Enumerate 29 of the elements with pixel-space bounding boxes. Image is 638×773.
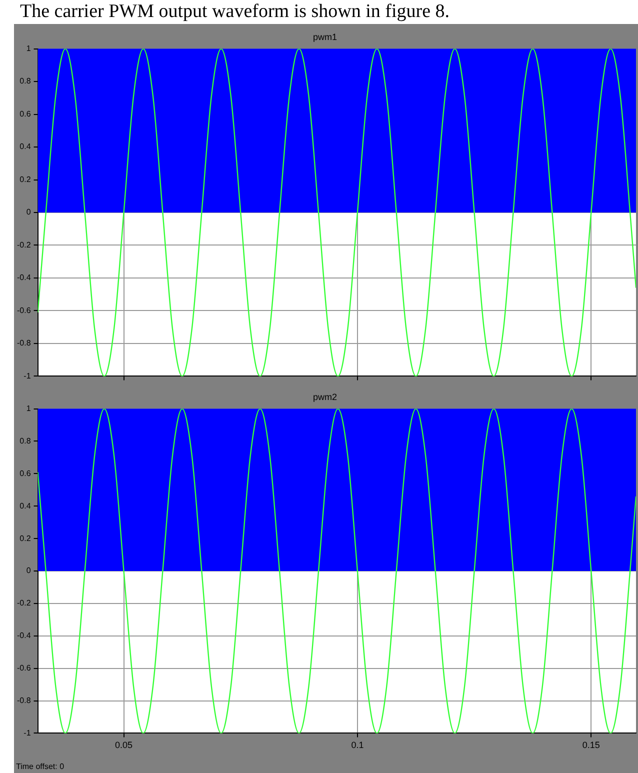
y-tick-label: 0.4 [20,142,32,152]
y-tick-label: -0.6 [16,306,32,315]
text: Time offset: 0 [16,762,64,771]
y-tick-label: 0.8 [20,76,32,86]
y-tick-label: 1 [26,44,32,54]
x-tick-label: 0.15 [582,740,600,750]
y-tick-label: 1 [26,404,32,414]
y-tick-label: 0.2 [20,174,32,184]
y-tick-label: -0.4 [16,631,32,640]
y-tick-label: -0.2 [16,240,32,250]
y-tick-label: -0.8 [16,696,32,705]
y-tick-label: -1 [24,728,32,738]
y-tick-label: -0.6 [16,664,32,673]
chart-title: pwm2 [312,392,338,402]
y-tick-label: 0 [26,566,32,576]
y-tick-label: 0.6 [20,468,32,478]
y-tick-label: 0.6 [20,109,32,118]
y-tick-label: -1 [24,371,32,380]
y-tick-label: -0.2 [16,598,32,608]
y-tick-label: 0 [26,208,32,217]
y-tick-label: 0.4 [20,501,32,510]
y-tick-label: 0.8 [20,436,32,446]
x-tick-label: 0.05 [115,740,133,750]
y-tick-label: -0.4 [16,273,32,282]
y-tick-label: -0.8 [16,338,32,348]
x-tick-label: 0.1 [351,740,364,750]
chart-title: pwm1 [312,32,338,42]
y-tick-label: 0.2 [20,534,32,543]
text: The carrier PWM output waveform is shown in figure 8. [19,0,451,24]
